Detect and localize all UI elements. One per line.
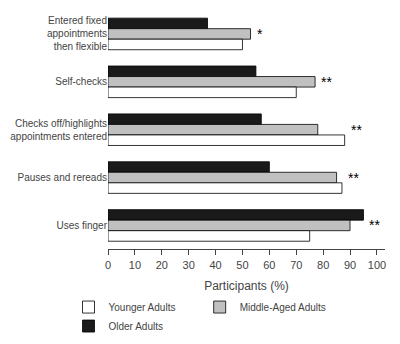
svg-text:Entered fixedappointmentsthen: Entered fixedappointmentsthen flexible — [47, 15, 107, 52]
svg-text:70: 70 — [290, 259, 302, 271]
svg-text:Middle-Aged Adults: Middle-Aged Adults — [240, 302, 326, 313]
svg-text:**: ** — [321, 74, 332, 90]
svg-text:**: ** — [348, 170, 359, 186]
svg-text:40: 40 — [209, 259, 221, 271]
svg-text:Uses finger: Uses finger — [56, 220, 107, 231]
svg-text:Checks off/highlightsappointme: Checks off/highlightsappointments entere… — [10, 118, 107, 142]
svg-text:**: ** — [351, 122, 362, 138]
svg-text:50: 50 — [236, 259, 248, 271]
svg-text:**: ** — [369, 217, 380, 233]
svg-text:30: 30 — [183, 259, 195, 271]
svg-text:Participants (%): Participants (%) — [204, 279, 289, 293]
svg-text:*: * — [257, 26, 263, 42]
svg-text:10: 10 — [129, 259, 141, 271]
svg-text:Younger Adults: Younger Adults — [109, 302, 176, 313]
svg-text:90: 90 — [344, 259, 356, 271]
svg-text:20: 20 — [156, 259, 168, 271]
svg-text:0: 0 — [105, 259, 111, 271]
svg-text:100: 100 — [368, 259, 386, 271]
svg-text:80: 80 — [317, 259, 329, 271]
svg-text:60: 60 — [263, 259, 275, 271]
svg-text:Pauses and rereads: Pauses and rereads — [17, 172, 107, 183]
svg-text:Older Adults: Older Adults — [109, 321, 163, 332]
svg-text:Self-checks: Self-checks — [55, 76, 107, 87]
